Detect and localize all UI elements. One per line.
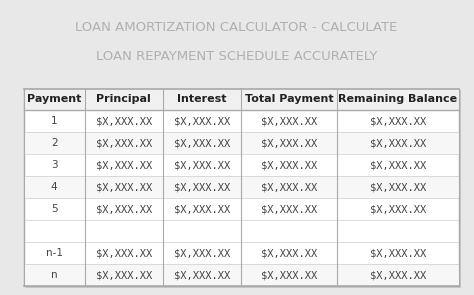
Text: $X,XXX.XX: $X,XXX.XX (370, 248, 426, 258)
Text: $X,XXX.XX: $X,XXX.XX (261, 248, 317, 258)
Text: $X,XXX.XX: $X,XXX.XX (261, 138, 317, 148)
Text: 3: 3 (51, 160, 57, 171)
Text: $X,XXX.XX: $X,XXX.XX (96, 182, 152, 192)
Text: $X,XXX.XX: $X,XXX.XX (370, 117, 426, 127)
Text: $X,XXX.XX: $X,XXX.XX (96, 204, 152, 214)
Text: Payment: Payment (27, 94, 81, 104)
Text: $X,XXX.XX: $X,XXX.XX (174, 160, 230, 171)
FancyBboxPatch shape (24, 264, 458, 286)
Text: LOAN REPAYMENT SCHEDULE ACCURATELY: LOAN REPAYMENT SCHEDULE ACCURATELY (96, 50, 377, 63)
FancyBboxPatch shape (24, 176, 458, 198)
Text: $X,XXX.XX: $X,XXX.XX (174, 204, 230, 214)
Text: $X,XXX.XX: $X,XXX.XX (174, 248, 230, 258)
FancyBboxPatch shape (24, 132, 458, 154)
Text: 5: 5 (51, 204, 57, 214)
Text: LOAN AMORTIZATION CALCULATOR - CALCULATE: LOAN AMORTIZATION CALCULATOR - CALCULATE (75, 21, 398, 34)
Text: $X,XXX.XX: $X,XXX.XX (261, 160, 317, 171)
FancyBboxPatch shape (24, 88, 458, 110)
Text: $X,XXX.XX: $X,XXX.XX (96, 138, 152, 148)
Text: $X,XXX.XX: $X,XXX.XX (370, 138, 426, 148)
Text: 2: 2 (51, 138, 57, 148)
Text: $X,XXX.XX: $X,XXX.XX (174, 117, 230, 127)
Text: Principal: Principal (96, 94, 151, 104)
Text: $X,XXX.XX: $X,XXX.XX (174, 182, 230, 192)
Text: Remaining Balance: Remaining Balance (338, 94, 457, 104)
Text: 1: 1 (51, 117, 57, 127)
Text: $X,XXX.XX: $X,XXX.XX (174, 138, 230, 148)
Text: Interest: Interest (177, 94, 227, 104)
Text: $X,XXX.XX: $X,XXX.XX (370, 204, 426, 214)
Text: $X,XXX.XX: $X,XXX.XX (261, 182, 317, 192)
Text: $X,XXX.XX: $X,XXX.XX (96, 160, 152, 171)
Text: $X,XXX.XX: $X,XXX.XX (96, 270, 152, 280)
Text: $X,XXX.XX: $X,XXX.XX (261, 117, 317, 127)
Text: $X,XXX.XX: $X,XXX.XX (261, 270, 317, 280)
Text: $X,XXX.XX: $X,XXX.XX (174, 270, 230, 280)
Text: $X,XXX.XX: $X,XXX.XX (96, 248, 152, 258)
FancyBboxPatch shape (26, 90, 461, 288)
Text: n: n (51, 270, 57, 280)
Text: $X,XXX.XX: $X,XXX.XX (370, 270, 426, 280)
Text: 4: 4 (51, 182, 57, 192)
Text: Total Payment: Total Payment (245, 94, 333, 104)
Text: $X,XXX.XX: $X,XXX.XX (370, 182, 426, 192)
Text: $X,XXX.XX: $X,XXX.XX (261, 204, 317, 214)
Text: $X,XXX.XX: $X,XXX.XX (370, 160, 426, 171)
Text: $X,XXX.XX: $X,XXX.XX (96, 117, 152, 127)
FancyBboxPatch shape (24, 88, 458, 286)
Text: n-1: n-1 (46, 248, 63, 258)
